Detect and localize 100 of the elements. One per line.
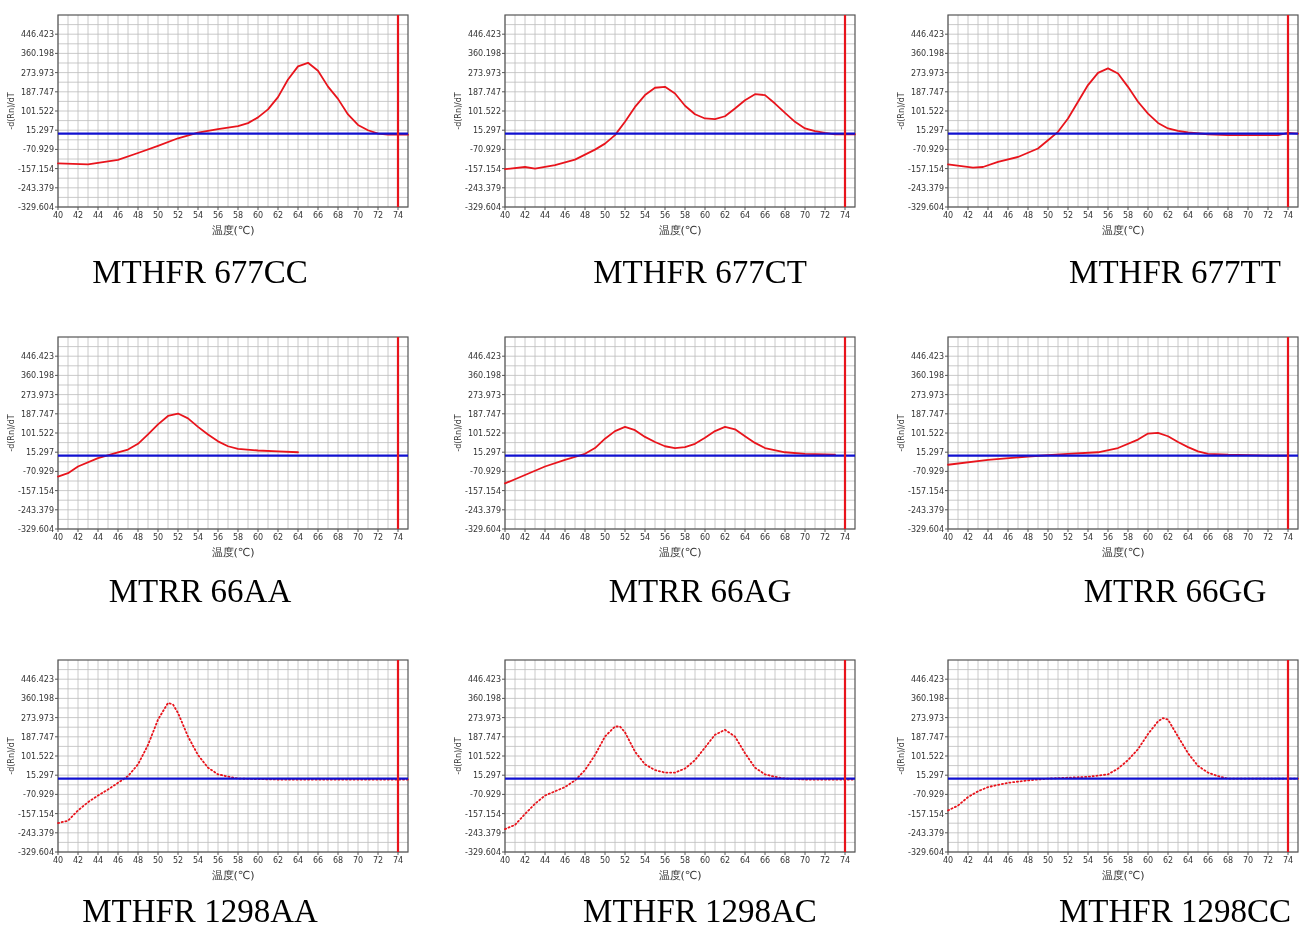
x-tick-label: 64 <box>292 856 304 865</box>
x-tick-label: 72 <box>372 211 384 220</box>
x-tick-label: 40 <box>942 211 954 220</box>
x-tick-label: 70 <box>1242 211 1254 220</box>
x-tick-label: 46 <box>112 211 124 220</box>
x-tick-label: 64 <box>1182 533 1194 542</box>
x-tick-label: 62 <box>1162 211 1174 220</box>
y-tick-label: -329.604 <box>18 203 54 212</box>
x-tick-label: 68 <box>1222 856 1234 865</box>
x-tick-label: 58 <box>232 856 244 865</box>
text: MTRR 66GG <box>1083 573 1267 609</box>
x-tick-label: 56 <box>212 211 224 220</box>
x-tick-label: 48 <box>579 211 591 220</box>
y-tick-label: -157.154 <box>465 809 501 819</box>
x-tick-label: 46 <box>1002 856 1014 865</box>
x-tick-label: 60 <box>699 856 711 865</box>
x-tick-label: 42 <box>962 533 974 542</box>
x-tick-label: 40 <box>52 856 64 865</box>
y-tick-label: 446.423 <box>467 30 501 40</box>
text: MTHFR 677CC <box>92 254 308 290</box>
y-tick-label: 15.297 <box>473 771 501 781</box>
x-tick-label: 44 <box>92 211 104 220</box>
y-tick-label: 360.198 <box>467 371 501 381</box>
y-tick-label: -70.929 <box>913 790 944 800</box>
y-tick-label: 101.522 <box>910 107 944 116</box>
y-tick-label: 187.747 <box>20 732 54 742</box>
x-tick-label: 74 <box>392 533 404 542</box>
x-tick-label: 56 <box>659 856 671 865</box>
y-axis-title: -d(Rn)/dT <box>7 737 16 775</box>
x-tick-label: 42 <box>72 856 84 865</box>
x-tick-label: 64 <box>739 856 751 865</box>
x-axis-title: 温度(℃) <box>1101 224 1145 237</box>
x-tick-label: 44 <box>92 533 104 542</box>
x-tick-label: 52 <box>619 533 631 542</box>
x-tick-label: 68 <box>779 856 791 865</box>
x-tick-label: 48 <box>579 533 591 542</box>
x-tick-label: 40 <box>942 856 954 865</box>
x-tick-label: 54 <box>1082 856 1094 865</box>
x-tick-label: 58 <box>679 856 691 865</box>
x-axis-title: 温度(℃) <box>211 869 255 882</box>
x-tick-label: 66 <box>1202 211 1214 220</box>
x-tick-label: 56 <box>659 533 671 542</box>
x-tick-label: 62 <box>719 211 731 220</box>
x-tick-label: 52 <box>172 533 184 542</box>
y-tick-label: 187.747 <box>467 409 501 419</box>
y-tick-label: 15.297 <box>26 126 54 136</box>
x-tick-label: 52 <box>619 856 631 865</box>
y-tick-label: -70.929 <box>23 145 54 155</box>
x-tick-label: 66 <box>1202 856 1214 865</box>
y-tick-label: 446.423 <box>467 352 501 362</box>
x-tick-label: 52 <box>1062 856 1074 865</box>
x-tick-label: 40 <box>499 856 511 865</box>
y-tick-label: -329.604 <box>908 525 944 534</box>
x-tick-label: 48 <box>1022 211 1034 220</box>
y-tick-label: -70.929 <box>913 145 944 155</box>
x-tick-label: 54 <box>192 856 204 865</box>
x-tick-label: 48 <box>132 856 144 865</box>
x-tick-label: 70 <box>352 856 364 865</box>
x-tick-label: 74 <box>1282 856 1294 865</box>
y-tick-label: 101.522 <box>20 752 54 761</box>
y-tick-label: 101.522 <box>20 107 54 116</box>
x-tick-label: 52 <box>1062 533 1074 542</box>
y-axis-title: -d(Rn)/dT <box>897 414 906 452</box>
x-tick-label: 64 <box>1182 856 1194 865</box>
x-tick-label: 56 <box>212 856 224 865</box>
x-tick-label: 70 <box>1242 856 1254 865</box>
x-tick-label: 50 <box>152 211 164 220</box>
y-tick-label: -243.379 <box>908 183 944 193</box>
y-tick-label: 446.423 <box>20 675 54 685</box>
x-axis-title: 温度(℃) <box>211 224 255 237</box>
x-tick-label: 74 <box>1282 211 1294 220</box>
text: MTHFR 1298CC <box>1059 893 1291 929</box>
x-tick-label: 54 <box>192 533 204 542</box>
x-tick-label: 62 <box>1162 856 1174 865</box>
y-tick-label: 273.973 <box>910 390 944 400</box>
x-tick-label: 56 <box>1102 856 1114 865</box>
y-axis-title: -d(Rn)/dT <box>454 737 463 775</box>
x-tick-label: 70 <box>799 856 811 865</box>
x-tick-label: 62 <box>272 856 284 865</box>
y-tick-label: 15.297 <box>26 448 54 458</box>
y-tick-label: -243.379 <box>908 828 944 838</box>
y-tick-label: 360.198 <box>467 694 501 704</box>
y-tick-label: 446.423 <box>910 30 944 40</box>
y-tick-label: 273.973 <box>910 713 944 723</box>
y-tick-label: 360.198 <box>910 49 944 59</box>
y-tick-label: -243.379 <box>908 505 944 515</box>
text: MTHFR 1298AC <box>583 893 817 929</box>
x-tick-label: 72 <box>372 533 384 542</box>
x-tick-label: 62 <box>1162 533 1174 542</box>
x-tick-label: 50 <box>152 856 164 865</box>
x-tick-label: 54 <box>639 211 651 220</box>
y-tick-label: 101.522 <box>467 107 501 116</box>
y-tick-label: -329.604 <box>18 525 54 534</box>
x-tick-label: 60 <box>252 211 264 220</box>
y-tick-label: 273.973 <box>467 68 501 78</box>
x-tick-label: 42 <box>72 211 84 220</box>
y-tick-label: 187.747 <box>467 732 501 742</box>
x-tick-label: 40 <box>52 533 64 542</box>
y-tick-label: -157.154 <box>908 486 944 496</box>
x-tick-label: 62 <box>719 856 731 865</box>
